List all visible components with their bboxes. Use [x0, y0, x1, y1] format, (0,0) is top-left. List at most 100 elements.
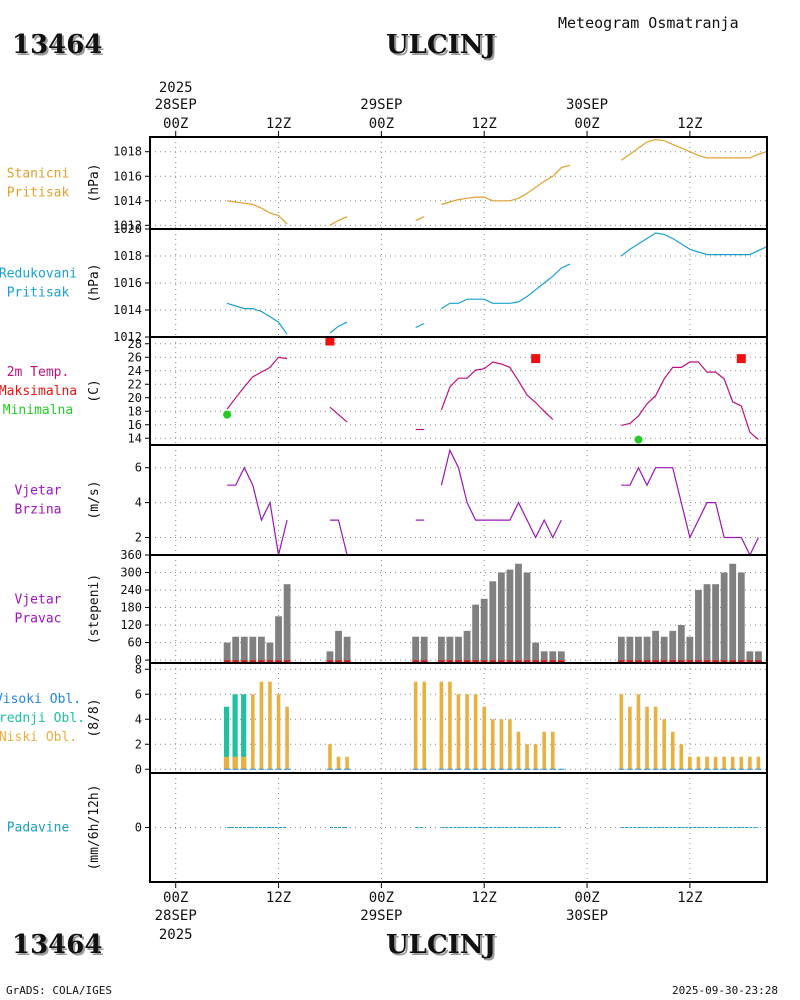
- wind-direction-bar: [557, 651, 565, 661]
- wind-direction-bar: [729, 563, 737, 661]
- ytick-label: 4: [135, 496, 142, 510]
- cloud-low-bar: [508, 719, 512, 770]
- series-line: [621, 361, 759, 441]
- wind-direction-bar: [283, 584, 291, 661]
- cloud-low-bar: [722, 756, 726, 770]
- cloud-mid-bar: [232, 694, 238, 770]
- cloud-low-bar: [748, 756, 752, 770]
- axis-hour-bottom: 12Z: [266, 890, 291, 906]
- wind-direction-bar: [755, 651, 762, 661]
- series-line: [620, 232, 768, 257]
- wind-direction-bar: [643, 636, 651, 661]
- tmin-marker: [223, 410, 232, 419]
- ytick-label: 120: [120, 618, 142, 632]
- cloud-mid-bar: [241, 694, 247, 770]
- wind-direction-bar: [480, 598, 488, 661]
- series-line: [415, 216, 425, 221]
- ytick-label: 18: [128, 404, 142, 418]
- wind-direction-bar: [746, 651, 754, 661]
- axis-day-bottom: 30SEP: [566, 908, 608, 924]
- cloud-low-bar: [336, 756, 341, 770]
- axis-hour-bottom: 12Z: [677, 890, 702, 906]
- panel-frame: [149, 136, 768, 230]
- cloud-low-bar: [473, 694, 478, 770]
- panel-frame: [149, 228, 768, 338]
- ytick-label: 2: [135, 531, 142, 545]
- panel-label: Visoki Obl.: [0, 692, 81, 707]
- ytick-label: 8: [135, 662, 142, 676]
- series-line: [226, 356, 288, 410]
- ytick-label: 360: [120, 548, 142, 562]
- ytick-label: 240: [120, 583, 142, 597]
- series-line: [227, 200, 288, 225]
- tmax-marker: [736, 354, 746, 364]
- panel-label: Niski Obl.: [0, 730, 77, 745]
- panel-label: Maksimalna: [0, 384, 77, 399]
- station-name-bottom: ULCINJ: [386, 930, 496, 960]
- wind-direction-bar: [326, 651, 334, 661]
- axis-hour-bottom: 00Z: [574, 890, 599, 906]
- cloud-low-bar: [413, 681, 418, 770]
- ytick-label: 1014: [113, 303, 142, 317]
- wind-direction-bar: [737, 572, 745, 661]
- panel-label: Brzina: [15, 503, 62, 518]
- panel-reduced-pressure: [145, 228, 768, 338]
- axis-hour-top: 12Z: [472, 116, 497, 132]
- cloud-low-bar: [241, 756, 247, 770]
- ytick-label: 0: [135, 762, 142, 776]
- wind-direction-bar: [455, 636, 462, 661]
- series-line: [415, 322, 425, 329]
- ytick-label: 180: [120, 601, 142, 615]
- series-line: [227, 466, 288, 556]
- axis-hour-bottom: 00Z: [369, 890, 394, 906]
- wind-direction-bar: [626, 636, 634, 661]
- tmax-marker: [325, 336, 335, 346]
- cloud-low-bar: [645, 706, 649, 770]
- series-line: [621, 466, 759, 557]
- ytick-label: 6: [135, 461, 142, 475]
- ytick-label: 4: [135, 712, 142, 726]
- cloud-low-bar: [276, 694, 281, 770]
- axis-day-bottom: 28SEP: [155, 908, 197, 924]
- ytick-label: 6: [135, 687, 142, 701]
- panel-station-pressure: [145, 136, 768, 230]
- ytick-label: 300: [120, 566, 142, 580]
- cloud-low-bar: [688, 756, 692, 770]
- panel-precipitation: [145, 772, 768, 883]
- ytick-label: 60: [128, 636, 142, 650]
- ytick-label: 26: [128, 350, 142, 364]
- cloud-low-bar: [482, 706, 487, 770]
- panel-label: Pritisak: [7, 186, 70, 201]
- y-axis-label: (mm/6h/12h): [87, 784, 102, 870]
- ytick-label: 2: [135, 737, 142, 751]
- wind-direction-bar: [677, 625, 685, 661]
- wind-direction-bar: [437, 636, 445, 661]
- wind-direction-bar: [635, 636, 642, 661]
- wind-direction-bar: [703, 584, 711, 661]
- wind-direction-bar: [497, 572, 505, 661]
- y-axis-label: (hPa): [87, 163, 102, 202]
- panel-wind-direction: [145, 554, 768, 664]
- cloud-low-bar: [268, 681, 272, 770]
- ytick-label: 1016: [113, 169, 142, 183]
- panel-label: Vjetar: [15, 593, 62, 608]
- cloud-low-bar: [422, 681, 427, 770]
- panel-label: Padavine: [7, 821, 70, 836]
- axis-day-bottom: 29SEP: [360, 908, 402, 924]
- axis-hour-top: 12Z: [266, 116, 291, 132]
- cloud-low-bar: [739, 756, 744, 770]
- ytick-label: 1016: [113, 276, 142, 290]
- axis-day-top: 30SEP: [566, 97, 608, 113]
- wind-direction-bar: [720, 572, 728, 661]
- wind-direction-bar: [343, 636, 351, 661]
- panel-label: Srednji Obl.: [0, 711, 85, 726]
- ytick-label: 1012: [113, 330, 142, 344]
- wind-direction-bar: [472, 604, 480, 661]
- wind-direction-bar: [335, 630, 342, 661]
- cloud-low-bar: [636, 694, 641, 770]
- series-line: [620, 138, 768, 161]
- cloud-low-bar: [730, 756, 735, 770]
- cloud-low-bar: [345, 756, 349, 770]
- panel-label: Stanicni: [7, 167, 70, 182]
- y-axis-label: (C): [87, 379, 102, 402]
